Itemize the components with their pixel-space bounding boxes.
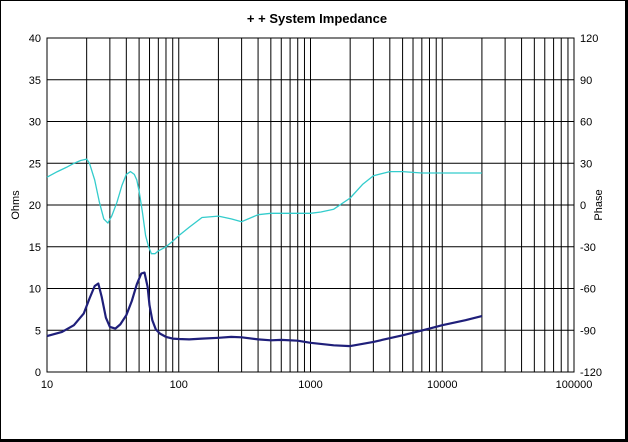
chart-title: + + System Impedance: [247, 11, 387, 26]
x-tick-label-4: 100000: [556, 379, 593, 391]
y-tick-label-5: 25: [29, 158, 41, 170]
y2-tick-label-6: 60: [580, 117, 592, 129]
x-tick-label-1: 100: [170, 379, 188, 391]
x-tick-label-0: 10: [41, 379, 53, 391]
y-tick-label-1: 5: [35, 325, 41, 337]
x-tick-label-2: 1000: [298, 379, 322, 391]
gridlines: [46, 37, 574, 373]
y2-tick-label-1: -90: [580, 325, 596, 337]
y-tick-label-3: 15: [29, 242, 41, 254]
y2-tick-label-0: -120: [580, 367, 602, 379]
y-tick-label-7: 35: [29, 75, 41, 87]
y2-tick-label-2: -60: [580, 284, 596, 296]
phase-series-line: [46, 158, 482, 255]
series-lines: [46, 158, 483, 348]
y2-axis-label: Phase: [593, 189, 605, 220]
y-tick-label-0: 0: [35, 367, 41, 379]
y-tick-label-2: 10: [29, 284, 41, 296]
impedance-series-line: [46, 271, 483, 348]
y2-tick-label-7: 90: [580, 75, 592, 87]
x-tick-label-3: 10000: [427, 379, 458, 391]
y2-tick-label-3: -30: [580, 242, 596, 254]
y2-tick-label-4: 0: [580, 200, 586, 212]
tick-labels: 10 100 1000 10000 100000 0 5 10 15 20 25 30 35 40 -120…: [29, 33, 602, 391]
y-tick-label-4: 20: [29, 200, 41, 212]
y2-tick-label-5: 30: [580, 158, 592, 170]
y-tick-label-6: 30: [29, 117, 41, 129]
y2-tick-label-8: 120: [580, 33, 598, 45]
y-axis-label: Ohms: [10, 190, 22, 220]
y-tick-label-8: 40: [29, 33, 41, 45]
